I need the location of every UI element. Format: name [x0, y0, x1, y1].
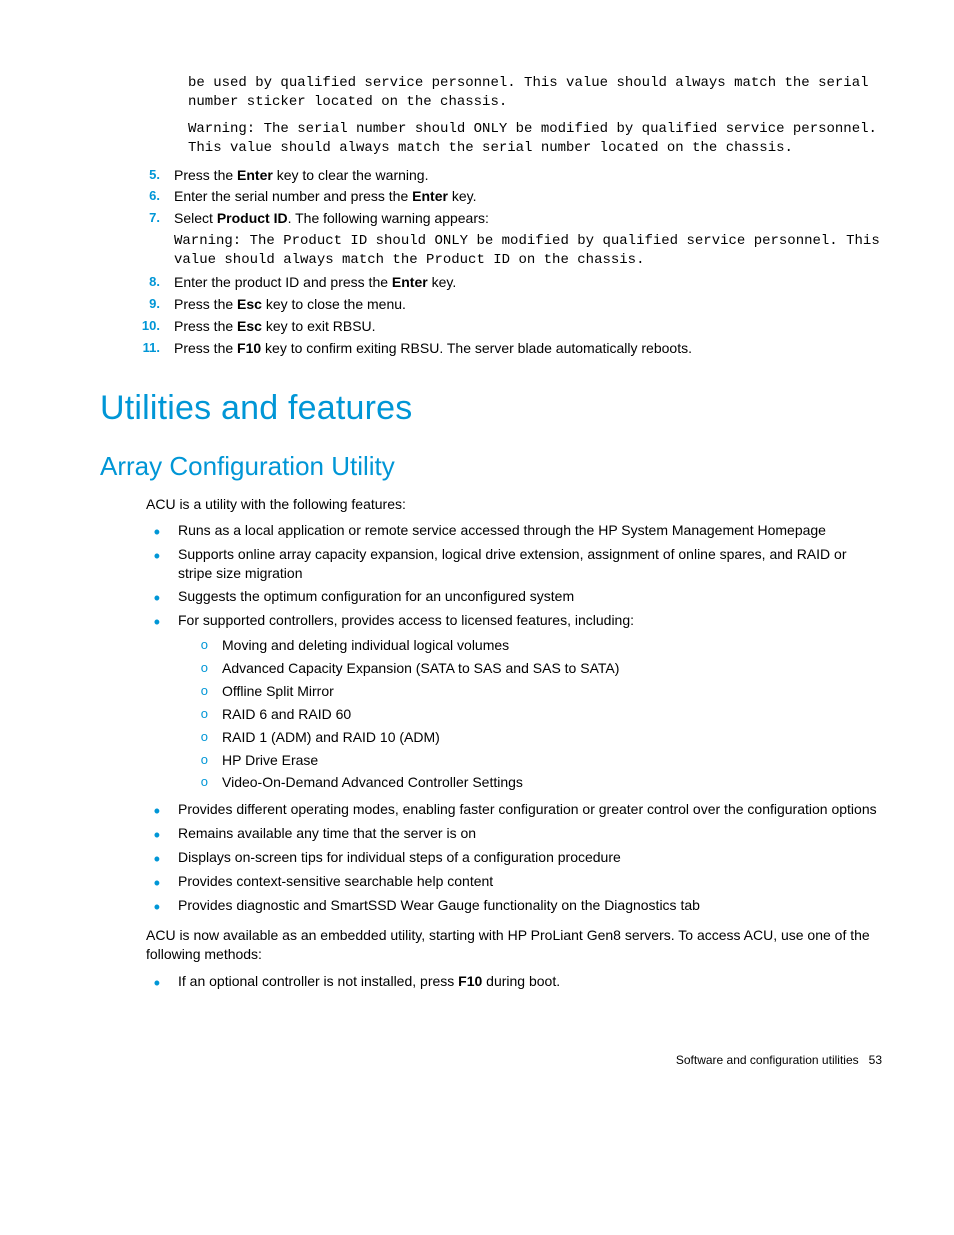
list-body: Runs as a local application or remote se…: [178, 521, 882, 541]
sub-list-body: RAID 6 and RAID 60: [222, 705, 882, 724]
list-item: •For supported controllers, provides acc…: [120, 611, 882, 796]
warning-inline: Warning: The Product ID should ONLY be m…: [174, 232, 882, 270]
acu-intro-text: ACU is a utility with the following feat…: [146, 495, 882, 514]
list-body: Press the Esc key to exit RBSU.: [174, 317, 882, 336]
sub-list-item: oRAID 6 and RAID 60: [178, 705, 882, 724]
heading-acu: Array Configuration Utility: [100, 449, 882, 484]
list-body: Displays on-screen tips for individual s…: [178, 848, 882, 868]
sub-bullet-icon: o: [178, 728, 222, 747]
sub-bullet-icon: o: [178, 636, 222, 655]
list-body: Enter the serial number and press the En…: [174, 187, 882, 206]
list-body: Select Product ID. The following warning…: [174, 209, 882, 270]
list-body: Suggests the optimum configuration for a…: [178, 587, 882, 607]
sub-bullet-icon: o: [178, 773, 222, 792]
list-number: 9.: [120, 295, 174, 314]
heading-utilities: Utilities and features: [100, 386, 882, 432]
page-footer: Software and configuration utilities 53: [120, 1052, 882, 1068]
sub-list-item: oHP Drive Erase: [178, 751, 882, 770]
sub-list-item: oVideo-On-Demand Advanced Controller Set…: [178, 773, 882, 792]
sub-list-item: oOffline Split Mirror: [178, 682, 882, 701]
list-number: 6.: [120, 187, 174, 206]
list-item: 9.Press the Esc key to close the menu.: [120, 295, 882, 314]
sub-bullet-icon: o: [178, 751, 222, 770]
list-item: •Supports online array capacity expansio…: [120, 545, 882, 583]
sub-bullet-icon: o: [178, 705, 222, 724]
list-number: 8.: [120, 273, 174, 292]
list-number: 10.: [120, 317, 174, 336]
bullet-icon: •: [120, 587, 178, 607]
sub-list-body: Offline Split Mirror: [222, 682, 882, 701]
bullet-icon: •: [120, 972, 178, 992]
sub-list-body: HP Drive Erase: [222, 751, 882, 770]
sub-list: oMoving and deleting individual logical …: [178, 636, 882, 792]
footer-page-number: 53: [869, 1053, 882, 1067]
list-item: •Suggests the optimum configuration for …: [120, 587, 882, 607]
bullet-icon: •: [120, 824, 178, 844]
warning-text-2: Warning: The serial number should ONLY b…: [188, 120, 882, 158]
list-body: If an optional controller is not install…: [178, 972, 882, 992]
list-item: 6.Enter the serial number and press the …: [120, 187, 882, 206]
list-item: •Provides diagnostic and SmartSSD Wear G…: [120, 896, 882, 916]
bullet-icon: •: [120, 545, 178, 583]
list-number: 11.: [120, 339, 174, 358]
bullet-icon: •: [120, 848, 178, 868]
warning-text-1: be used by qualified service personnel. …: [188, 74, 882, 112]
list-item: 5.Press the Enter key to clear the warni…: [120, 166, 882, 185]
list-body: Enter the product ID and press the Enter…: [174, 273, 882, 292]
list-item: •Provides different operating modes, ena…: [120, 800, 882, 820]
sub-list-body: RAID 1 (ADM) and RAID 10 (ADM): [222, 728, 882, 747]
sub-list-item: oAdvanced Capacity Expansion (SATA to SA…: [178, 659, 882, 678]
list-number: 5.: [120, 166, 174, 185]
list-body: Remains available any time that the serv…: [178, 824, 882, 844]
ordered-steps-list: 5.Press the Enter key to clear the warni…: [120, 166, 882, 358]
list-item: 8.Enter the product ID and press the Ent…: [120, 273, 882, 292]
list-body: Press the Enter key to clear the warning…: [174, 166, 882, 185]
list-body: For supported controllers, provides acce…: [178, 611, 882, 796]
sub-bullet-icon: o: [178, 659, 222, 678]
footer-section: Software and configuration utilities: [676, 1053, 859, 1067]
acu-access-list: •If an optional controller is not instal…: [120, 972, 882, 992]
sub-list-item: oRAID 1 (ADM) and RAID 10 (ADM): [178, 728, 882, 747]
acu-access-text: ACU is now available as an embedded util…: [146, 926, 882, 964]
bullet-icon: •: [120, 872, 178, 892]
list-item: •Runs as a local application or remote s…: [120, 521, 882, 541]
sub-list-body: Advanced Capacity Expansion (SATA to SAS…: [222, 659, 882, 678]
list-body: Supports online array capacity expansion…: [178, 545, 882, 583]
list-number: 7.: [120, 209, 174, 270]
sub-bullet-icon: o: [178, 682, 222, 701]
list-item: 7.Select Product ID. The following warni…: [120, 209, 882, 270]
sub-list-body: Moving and deleting individual logical v…: [222, 636, 882, 655]
list-body: Provides diagnostic and SmartSSD Wear Ga…: [178, 896, 882, 916]
list-item: •If an optional controller is not instal…: [120, 972, 882, 992]
bullet-icon: •: [120, 611, 178, 796]
bullet-icon: •: [120, 896, 178, 916]
bullet-icon: •: [120, 800, 178, 820]
list-item: •Displays on-screen tips for individual …: [120, 848, 882, 868]
list-body: Press the F10 key to confirm exiting RBS…: [174, 339, 882, 358]
bullet-icon: •: [120, 521, 178, 541]
sub-list-body: Video-On-Demand Advanced Controller Sett…: [222, 773, 882, 792]
list-body: Provides different operating modes, enab…: [178, 800, 882, 820]
sub-list-item: oMoving and deleting individual logical …: [178, 636, 882, 655]
list-item: •Provides context-sensitive searchable h…: [120, 872, 882, 892]
list-body: Press the Esc key to close the menu.: [174, 295, 882, 314]
list-item: 11.Press the F10 key to confirm exiting …: [120, 339, 882, 358]
acu-feature-list: •Runs as a local application or remote s…: [120, 521, 882, 916]
list-body: Provides context-sensitive searchable he…: [178, 872, 882, 892]
list-item: •Remains available any time that the ser…: [120, 824, 882, 844]
list-item: 10.Press the Esc key to exit RBSU.: [120, 317, 882, 336]
